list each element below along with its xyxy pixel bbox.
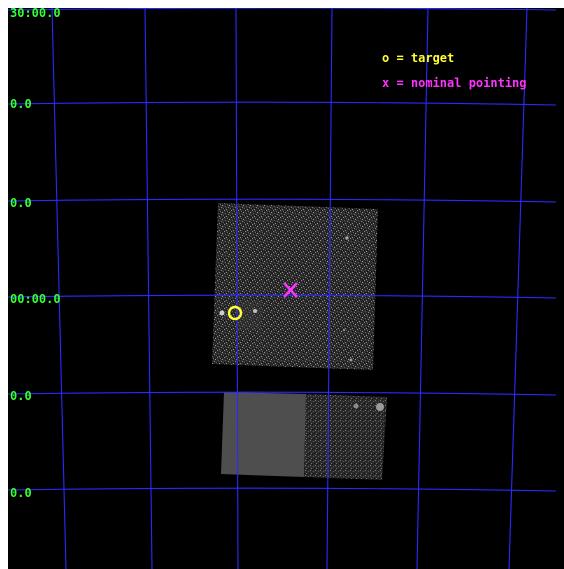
grid-line-vertical bbox=[416, 8, 429, 569]
coordinate-label: 30:00.0 bbox=[10, 8, 61, 20]
grid-line-horizontal bbox=[8, 101, 557, 106]
coordinate-label: 0.0 bbox=[10, 97, 32, 111]
sky-image: 30:00.0 0.0 0.0 00:00.0 0.0 0.0 o = targ… bbox=[8, 8, 564, 569]
coordinate-label: 00:00.0 bbox=[10, 292, 61, 306]
coordinate-grid bbox=[8, 8, 557, 569]
legend: o = target x = nominal pointing bbox=[382, 51, 527, 90]
grid-line-vertical bbox=[51, 8, 67, 569]
grid-line-vertical bbox=[508, 8, 528, 569]
source-dots-top bbox=[219, 236, 353, 362]
coordinate-label: 0.0 bbox=[10, 196, 32, 210]
nominal-pointing-marker bbox=[283, 282, 298, 298]
coordinate-label: 0.0 bbox=[10, 389, 32, 403]
grid-line-horizontal bbox=[8, 198, 557, 203]
grid-line-horizontal bbox=[8, 391, 557, 396]
detector-chip-bottom bbox=[221, 392, 387, 480]
grid-line-horizontal bbox=[8, 294, 557, 299]
legend-nominal-pointing: x = nominal pointing bbox=[382, 76, 527, 90]
target-marker bbox=[227, 305, 243, 321]
grid-line-horizontal bbox=[8, 487, 557, 492]
grid-line-vertical bbox=[326, 8, 333, 569]
legend-target: o = target bbox=[382, 51, 454, 65]
grid-line-horizontal bbox=[8, 8, 557, 11]
grid-line-vertical bbox=[144, 8, 153, 569]
coordinate-label: 0.0 bbox=[10, 486, 32, 500]
grid-line-vertical bbox=[235, 8, 239, 569]
coordinate-labels: 30:00.0 0.0 0.0 00:00.0 0.0 0.0 bbox=[10, 8, 61, 500]
